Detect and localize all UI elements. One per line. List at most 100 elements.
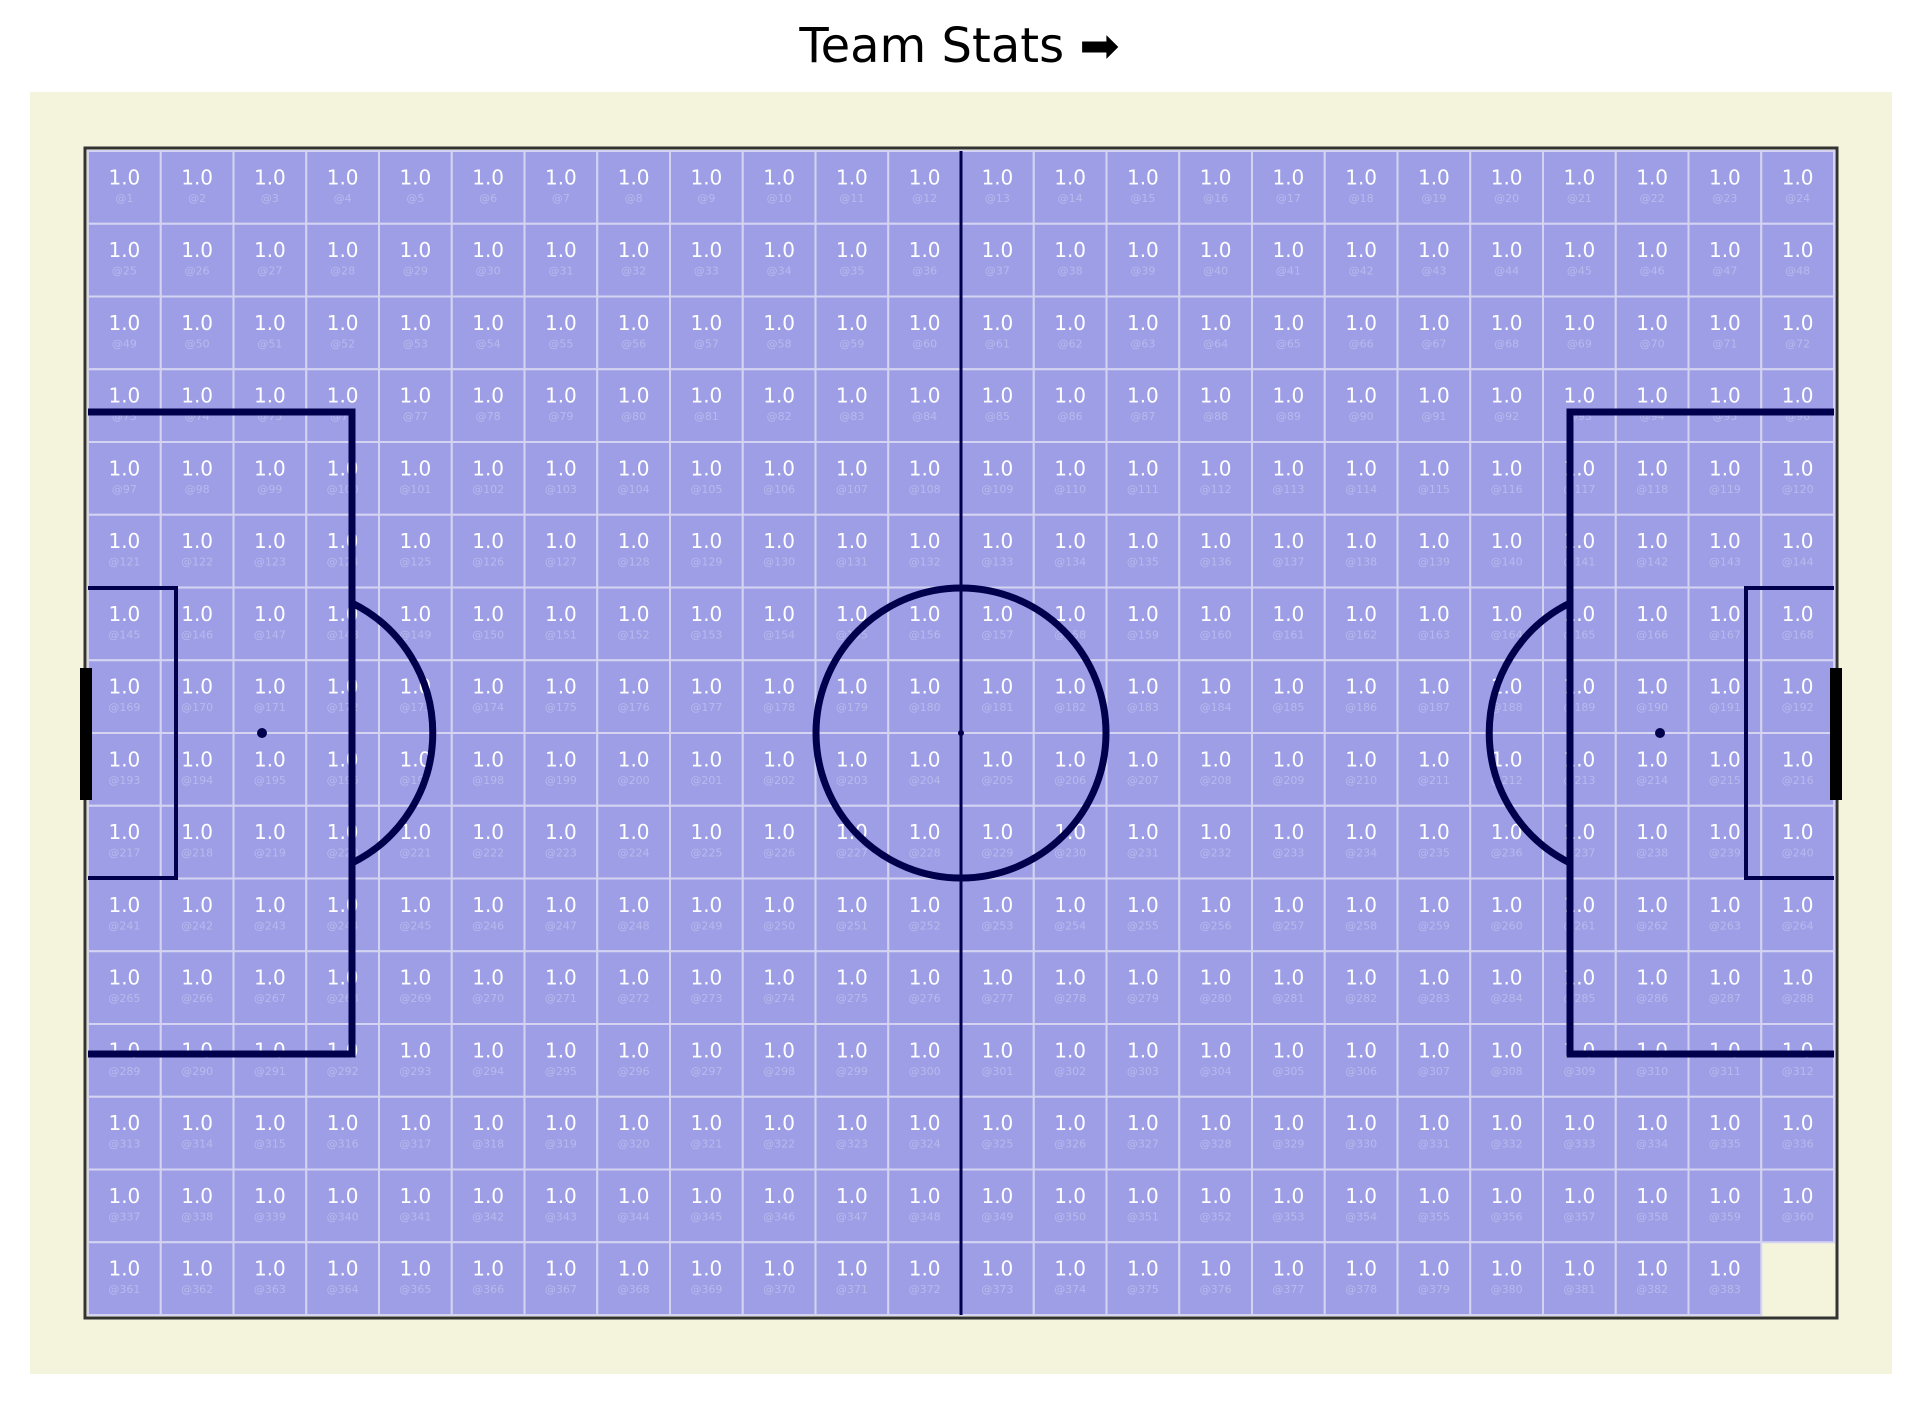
cell-id-label: @98	[185, 483, 210, 496]
heatmap-cell: 1.0@15	[1105, 150, 1181, 225]
cell-id-label: @201	[690, 774, 722, 787]
cell-value-label: 1.0	[836, 384, 868, 408]
cell-value-label: 1.0	[1127, 165, 1159, 189]
cell-value-label: 1.0	[472, 675, 504, 699]
cell-value-label: 1.0	[1636, 384, 1668, 408]
heatmap-cell: 1.0 @275	[814, 950, 890, 1025]
cell-id-label: @55	[548, 337, 573, 350]
heatmap-cell: 1.0 @297	[669, 1023, 744, 1098]
cell-value-label: 1.0	[108, 602, 140, 626]
cell-value-label: 1.0	[1054, 893, 1086, 917]
heatmap-cell: 1.0@44	[1469, 222, 1544, 298]
heatmap-cell: 1.0@83	[814, 368, 890, 443]
cell-value-label: 1.0	[1418, 165, 1450, 189]
cell-value-label: 1.0	[1054, 747, 1086, 771]
cell-id-label: @297	[690, 1065, 722, 1078]
cell-fill	[1760, 1095, 1835, 1171]
cell-id-label: @8	[625, 192, 643, 205]
cell-id-label: @200	[618, 774, 650, 787]
heatmap-cell: 1.0 @109	[960, 441, 1035, 516]
cell-id-label: @293	[399, 1065, 431, 1078]
cell-id-label: @97	[112, 483, 137, 496]
cell-fill	[741, 368, 817, 443]
cell-value-label: 1.0	[1272, 384, 1304, 408]
cell-value-label: 1.0	[399, 966, 431, 990]
cell-value-label: 1.0	[690, 675, 722, 699]
cell-value-label: 1.0	[327, 238, 359, 262]
cell-value-label: 1.0	[763, 456, 795, 480]
cell-id-label: @317	[399, 1138, 431, 1151]
cell-id-label: @235	[1418, 847, 1450, 860]
heatmap-cell: 1.0 @347	[814, 1168, 890, 1244]
heatmap-cell: 1.0 @247	[523, 877, 599, 953]
cell-id-label: @83	[839, 410, 864, 423]
cell-id-label: @365	[399, 1283, 431, 1296]
cell-id-label: @14	[1058, 192, 1083, 205]
cell-id-label: @354	[1345, 1210, 1377, 1223]
cell-id-label: @262	[1636, 919, 1668, 932]
cell-value-label: 1.0	[1782, 165, 1814, 189]
heatmap-cell: 1.0 @342	[450, 1168, 526, 1244]
cell-value-label: 1.0	[763, 1257, 795, 1281]
cell-value-label: 1.0	[1418, 675, 1450, 699]
cell-value-label: 1.0	[981, 1038, 1013, 1062]
cell-id-label: @161	[1272, 628, 1304, 641]
cell-value-label: 1.0	[763, 1038, 795, 1062]
cell-id-label: @48	[1785, 265, 1810, 278]
cell-id-label: @101	[399, 483, 431, 496]
heatmap-cell: 1.0 @240	[1760, 804, 1835, 880]
cell-fill	[887, 1023, 962, 1098]
cell-id-label: @57	[694, 337, 719, 350]
heatmap-cell: 1.0@31	[523, 222, 599, 298]
heatmap-cell: 1.0 @343	[523, 1168, 599, 1244]
cell-value-label: 1.0	[618, 529, 650, 553]
cell-id-label: @226	[763, 847, 795, 860]
cell-value-label: 1.0	[1345, 966, 1377, 990]
cell-value-label: 1.0	[1200, 238, 1232, 262]
heatmap-cell: 1.0@50	[159, 295, 235, 371]
cell-id-label: @234	[1345, 847, 1377, 860]
heatmap-cell: 1.0 @305	[1251, 1023, 1326, 1098]
cell-id-label: @338	[181, 1210, 213, 1223]
heatmap-cell: 1.0@11	[814, 150, 890, 225]
cell-fill	[1396, 1168, 1472, 1244]
cell-value-label: 1.0	[1345, 165, 1377, 189]
cell-id-label: @284	[1491, 992, 1523, 1005]
heatmap-cell: 1.0 @351	[1105, 1168, 1181, 1244]
heatmap-cell: 1.0@30	[450, 222, 526, 298]
cell-value-label: 1.0	[399, 238, 431, 262]
cell-value-label: 1.0	[763, 820, 795, 844]
heatmap-cell: 1.0 @234	[1323, 804, 1399, 880]
cell-value-label: 1.0	[181, 1184, 213, 1208]
cell-id-label: @41	[1276, 265, 1301, 278]
cell-id-label: @84	[912, 410, 937, 423]
cell-id-label: @27	[257, 265, 282, 278]
cell-id-label: @186	[1345, 701, 1377, 714]
cell-fill	[741, 222, 817, 298]
cell-id-label: @329	[1272, 1138, 1304, 1151]
cell-id-label: @364	[327, 1283, 359, 1296]
cell-value-label: 1.0	[399, 1257, 431, 1281]
cell-id-label: @204	[909, 774, 941, 787]
cell-id-label: @254	[1054, 919, 1086, 932]
cell-id-label: @154	[763, 628, 795, 641]
cell-value-label: 1.0	[1418, 747, 1450, 771]
cell-value-label: 1.0	[108, 966, 140, 990]
cell-value-label: 1.0	[399, 456, 431, 480]
cell-value-label: 1.0	[1636, 165, 1668, 189]
heatmap-cell: 1.0 @107	[814, 441, 890, 516]
heatmap-cell: 1.0@94	[1614, 368, 1690, 443]
cell-value-label: 1.0	[1345, 747, 1377, 771]
cell-id-label: @11	[839, 192, 864, 205]
cell-id-label: @32	[621, 265, 646, 278]
cell-value-label: 1.0	[472, 1184, 504, 1208]
cell-value-label: 1.0	[545, 1038, 577, 1062]
cell-id-label: @253	[981, 919, 1013, 932]
heatmap-cell: 1.0 @345	[669, 1168, 744, 1244]
heatmap-cell: 1.0 @259	[1396, 877, 1472, 953]
heatmap-cell: 1.0 @308	[1469, 1023, 1544, 1098]
cell-value-label: 1.0	[1200, 456, 1232, 480]
heatmap-cell: 1.0 @306	[1323, 1023, 1399, 1098]
heatmap-cell: 1.0 @256	[1178, 877, 1253, 953]
heatmap-cell: 1.0 @379	[1396, 1241, 1472, 1316]
